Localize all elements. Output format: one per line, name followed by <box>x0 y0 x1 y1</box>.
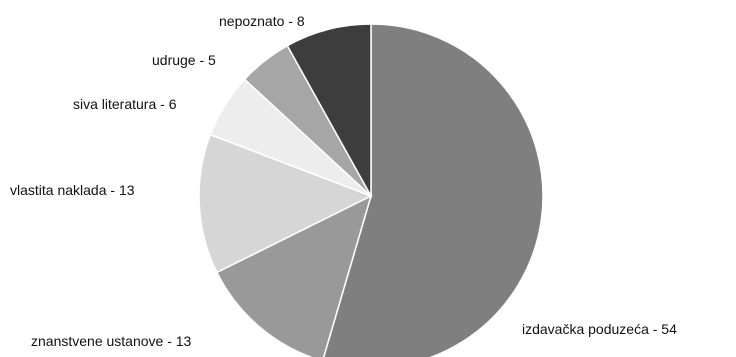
label-udruge: udruge - 5 <box>152 52 216 68</box>
label-nepoznato: nepoznato - 8 <box>219 13 305 29</box>
pie-slices <box>198 23 544 357</box>
label-siva-literatura: siva literatura - 6 <box>73 96 177 112</box>
pie-slice-znanstvene-ustanove <box>215 194 373 357</box>
pie-slice-nepoznato <box>286 23 372 199</box>
pie-labels: izdavačka poduzeća - 54 znanstvene ustan… <box>10 13 677 349</box>
pie-slice-izdava-ka-poduze-a <box>322 23 544 357</box>
pie-slice-vlastita-naklada <box>198 133 373 274</box>
label-vlastita-naklada: vlastita naklada - 13 <box>10 182 135 198</box>
label-izdavacka-poduzeca: izdavačka poduzeća - 54 <box>522 321 677 337</box>
label-znanstvene-ustanove: znanstvene ustanove - 13 <box>31 333 192 349</box>
